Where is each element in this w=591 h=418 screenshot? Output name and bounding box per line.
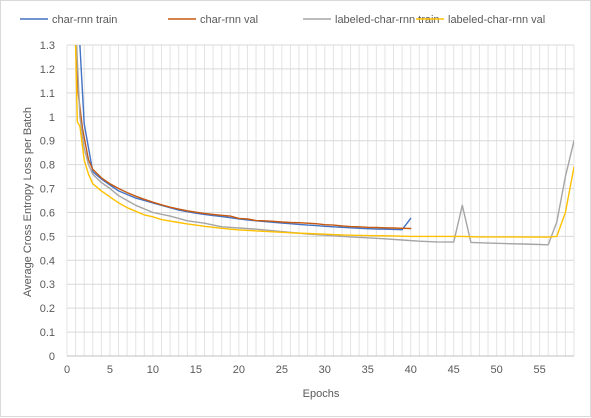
- y-tick-label: 1.1: [40, 88, 55, 100]
- x-tick-label: 25: [276, 364, 288, 376]
- y-tick-label: 0.7: [40, 184, 55, 196]
- y-tick-label: 1: [49, 112, 55, 124]
- legend-label: labeled-char-rnn train: [335, 14, 440, 26]
- y-tick-label: 0.9: [40, 136, 55, 148]
- x-tick-label: 20: [233, 364, 245, 376]
- y-tick-label: 1.2: [40, 64, 55, 76]
- y-tick-label: 1.3: [40, 40, 55, 52]
- y-tick-label: 0.5: [40, 231, 55, 243]
- y-axis-ticks: 0 0.1 0.2 0.3 0.4 0.5 0.6 0.7 0.8 0.9 1 1.1 1.2 1.3: [40, 40, 55, 363]
- y-tick-label: 0.8: [40, 160, 55, 172]
- y-tick-label: 0.2: [40, 303, 55, 315]
- legend-label: char-rnn val: [200, 14, 258, 26]
- y-tick-label: 0.4: [40, 255, 55, 267]
- x-tick-label: 40: [405, 364, 417, 376]
- x-tick-label: 55: [534, 364, 546, 376]
- x-axis-ticks: 0 5 10 15 20 25 30 35 40 45 50 55: [64, 364, 546, 376]
- legend: char-rnn train char-rnn val labeled-char-r…: [20, 14, 545, 26]
- y-axis-title: Average Cross Entropy Loss per Batch: [22, 107, 34, 297]
- x-tick-label: 5: [107, 364, 113, 376]
- x-axis-title: Epochs: [303, 388, 340, 400]
- x-tick-label: 45: [448, 364, 460, 376]
- x-tick-label: 30: [319, 364, 331, 376]
- y-tick-label: 0.3: [40, 279, 55, 291]
- legend-label: char-rnn train: [52, 14, 117, 26]
- y-tick-label: 0.6: [40, 207, 55, 219]
- x-tick-label: 50: [491, 364, 503, 376]
- x-tick-label: 35: [362, 364, 374, 376]
- legend-label: labeled-char-rnn val: [448, 14, 545, 26]
- x-tick-label: 15: [190, 364, 202, 376]
- x-tick-label: 10: [147, 364, 159, 376]
- x-tick-label: 0: [64, 364, 70, 376]
- y-tick-label: 0: [49, 351, 55, 363]
- y-tick-label: 0.1: [40, 327, 55, 339]
- series-line-char-rnn-train: [76, 1, 411, 230]
- series-line-char-rnn-val: [76, 45, 411, 229]
